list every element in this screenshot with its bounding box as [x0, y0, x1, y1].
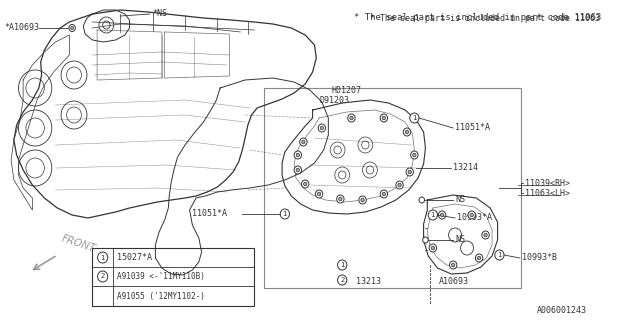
Circle shape	[317, 192, 321, 196]
Circle shape	[470, 213, 474, 217]
Circle shape	[382, 116, 385, 120]
Circle shape	[294, 151, 301, 159]
Circle shape	[403, 128, 411, 136]
Circle shape	[318, 124, 326, 132]
Circle shape	[495, 250, 504, 260]
Text: 10993*A: 10993*A	[457, 212, 492, 221]
Bar	[264, 88, 521, 288]
Text: * The seal part is included in part code 11063: * The seal part is included in part code…	[354, 12, 602, 21]
Circle shape	[410, 113, 419, 123]
Text: 1: 1	[412, 115, 417, 121]
Circle shape	[97, 271, 108, 282]
Text: 2: 2	[340, 277, 344, 283]
Circle shape	[408, 170, 412, 174]
Text: *NS: *NS	[152, 9, 168, 18]
Circle shape	[429, 244, 436, 252]
Circle shape	[380, 114, 388, 122]
Circle shape	[296, 153, 300, 157]
Circle shape	[396, 181, 403, 189]
Text: A10693: A10693	[439, 277, 469, 286]
Circle shape	[449, 261, 457, 269]
Text: 2: 2	[100, 274, 105, 279]
Circle shape	[413, 153, 416, 157]
Circle shape	[482, 231, 489, 239]
Bar	[93, 248, 254, 306]
Circle shape	[301, 180, 309, 188]
Circle shape	[337, 260, 347, 270]
Text: *A10693: *A10693	[4, 22, 40, 31]
Circle shape	[428, 210, 438, 220]
Circle shape	[348, 114, 355, 122]
Circle shape	[316, 190, 323, 198]
Text: FRONT: FRONT	[60, 234, 97, 254]
Text: 1: 1	[340, 262, 344, 268]
Circle shape	[320, 126, 324, 130]
Circle shape	[452, 263, 455, 267]
Text: 10993*B: 10993*B	[522, 252, 557, 261]
Text: 15027*A: 15027*A	[116, 253, 152, 262]
Circle shape	[476, 254, 483, 262]
Text: NS: NS	[455, 235, 465, 244]
Text: A91039 <-'11MY110B): A91039 <-'11MY110B)	[116, 272, 204, 281]
Circle shape	[361, 198, 364, 202]
Text: H01207: H01207	[331, 85, 361, 94]
Text: 1: 1	[283, 211, 287, 217]
Text: 13213: 13213	[356, 277, 381, 286]
Circle shape	[300, 138, 307, 146]
Text: D91203: D91203	[319, 95, 349, 105]
Circle shape	[350, 116, 353, 120]
Circle shape	[294, 166, 301, 174]
Text: 1: 1	[100, 254, 105, 260]
Circle shape	[422, 237, 428, 243]
Circle shape	[301, 140, 305, 144]
Text: NS: NS	[455, 195, 465, 204]
Circle shape	[431, 246, 435, 250]
Circle shape	[359, 196, 366, 204]
Text: 11063<LH>: 11063<LH>	[525, 188, 570, 197]
Circle shape	[280, 209, 289, 219]
Text: A006001243: A006001243	[538, 306, 588, 315]
Text: * The seal part is included in part code 11063: * The seal part is included in part code…	[370, 13, 600, 22]
Text: 13214: 13214	[453, 163, 478, 172]
Text: 11039<RH>: 11039<RH>	[525, 179, 570, 188]
Circle shape	[406, 168, 413, 176]
Circle shape	[477, 256, 481, 260]
Circle shape	[419, 197, 424, 203]
Text: 11051*A: 11051*A	[193, 209, 227, 218]
Circle shape	[438, 211, 446, 219]
Text: 1: 1	[431, 212, 435, 218]
Circle shape	[382, 192, 385, 196]
Circle shape	[296, 168, 300, 172]
Circle shape	[97, 252, 108, 263]
Circle shape	[405, 130, 408, 134]
Text: 1: 1	[497, 252, 502, 258]
Circle shape	[303, 182, 307, 186]
Text: A91055 ('12MY1102-): A91055 ('12MY1102-)	[116, 292, 204, 300]
Circle shape	[411, 151, 418, 159]
Circle shape	[484, 233, 487, 237]
Circle shape	[337, 195, 344, 203]
Circle shape	[70, 27, 74, 29]
Circle shape	[468, 211, 476, 219]
Circle shape	[440, 213, 444, 217]
Circle shape	[339, 197, 342, 201]
Circle shape	[398, 183, 401, 187]
Circle shape	[69, 25, 76, 31]
Circle shape	[380, 190, 388, 198]
Circle shape	[337, 275, 347, 285]
Text: 11051*A: 11051*A	[455, 123, 490, 132]
